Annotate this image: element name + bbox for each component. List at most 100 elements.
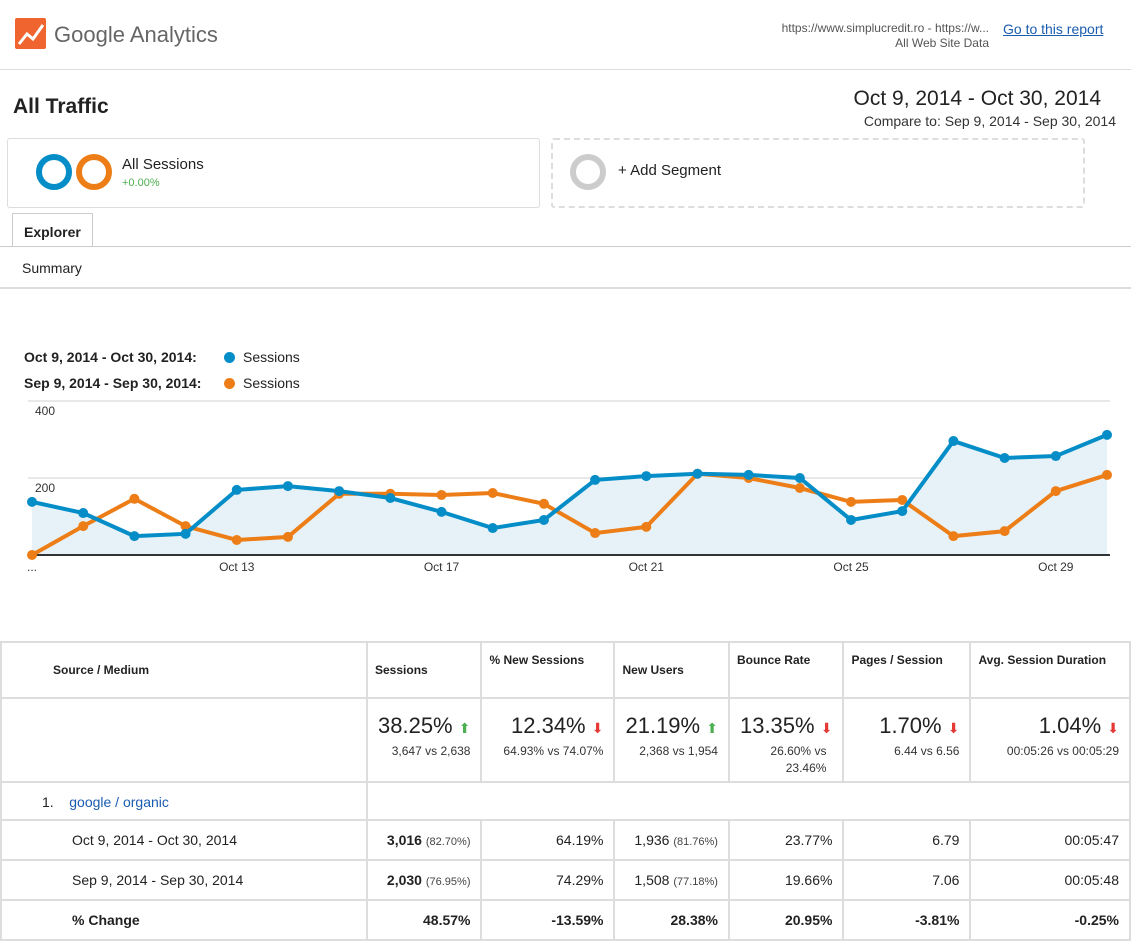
y-tick-label: 400 <box>35 404 55 418</box>
col-source-medium[interactable]: Source / Medium <box>25 641 368 699</box>
group-row: 1. google / organic <box>0 781 1131 821</box>
data-point <box>487 488 498 499</box>
site-url: https://www.simplucredit.ro - https://w.… <box>781 21 989 35</box>
tab-explorer[interactable]: Explorer <box>12 213 93 247</box>
total-detail: 00:05:26 vs 00:05:29 <box>1006 744 1119 758</box>
total-cell: 13.35% ⬇ 26.60% vs 23.46% <box>727 697 845 783</box>
data-point <box>282 531 293 542</box>
data-point <box>129 493 140 504</box>
data-point <box>231 484 242 495</box>
data-point <box>794 483 805 494</box>
cell-sessions: 2,030 (76.95%) <box>365 859 483 901</box>
site-info: https://www.simplucredit.ro - https://w.… <box>782 21 989 51</box>
data-point <box>129 531 140 542</box>
table-row: Oct 9, 2014 - Oct 30, 2014 3,016 (82.70%… <box>0 819 1131 861</box>
arrow-down-icon: ⬇ <box>591 720 604 736</box>
sessions-chart: 400 200... Oct 13 Oct 17 Oct 21 Oct 25 Oct 29 <box>27 400 1112 574</box>
total-detail: 3,647 vs 2,638 <box>391 744 471 758</box>
cell-duration: 00:05:48 <box>969 859 1131 901</box>
cell-bounce: 19.66% <box>727 859 845 901</box>
date-range-picker[interactable]: Oct 9, 2014 - Oct 30, 2014 <box>853 87 1101 110</box>
row-label: % Change <box>25 899 368 941</box>
legend-series: Sessions <box>243 375 300 391</box>
legend-series: Sessions <box>243 349 300 365</box>
segment-all-sessions[interactable]: All Sessions +0.00% <box>7 138 540 208</box>
col-pages-session[interactable]: Pages / Session <box>842 641 972 699</box>
series-line <box>31 433 1108 539</box>
data-point <box>641 471 652 482</box>
x-tick-label: ... <box>27 560 37 574</box>
data-point <box>27 496 37 507</box>
segment-ring-icon <box>36 154 72 190</box>
analytics-logo-icon <box>15 18 46 49</box>
add-segment-button[interactable]: + Add Segment <box>551 138 1085 208</box>
table-header-row: Source / Medium Sessions % New Sessions … <box>0 641 1131 699</box>
tab-summary[interactable]: Summary <box>22 260 82 276</box>
compare-range: Compare to: Sep 9, 2014 - Sep 30, 2014 <box>863 113 1116 129</box>
total-detail: 26.60% vs 23.46% <box>770 744 827 775</box>
data-point <box>999 452 1010 463</box>
empty-segment-icon <box>570 154 606 190</box>
data-point <box>385 493 396 504</box>
group-link[interactable]: google / organic <box>69 794 169 810</box>
data-point <box>846 496 857 507</box>
data-point <box>1102 429 1112 440</box>
data-point <box>334 486 345 497</box>
col-new-users[interactable]: New Users <box>613 641 730 699</box>
total-cell: 38.25% ⬆ 3,647 vs 2,638 <box>365 697 483 783</box>
cell-new-users: 28.38% <box>613 899 730 941</box>
data-point <box>948 531 959 542</box>
x-tick-label: Oct 25 <box>833 560 869 574</box>
x-tick-label: Oct 21 <box>629 560 665 574</box>
cell-new-users: 1,936 (81.76%) <box>613 819 730 861</box>
col-bounce-rate[interactable]: Bounce Rate <box>727 641 845 699</box>
data-point <box>78 521 89 532</box>
x-tick-label: Oct 17 <box>424 560 460 574</box>
data-point <box>692 468 703 479</box>
segment-label: All Sessions <box>122 156 204 173</box>
arrow-down-icon: ⬇ <box>1107 720 1119 736</box>
cell-bounce: 23.77% <box>727 819 845 861</box>
data-point <box>282 481 293 492</box>
data-point <box>180 528 191 539</box>
totals-row: 38.25% ⬆ 3,647 vs 2,638 12.34% ⬇ 64.93% vs … <box>0 697 1131 783</box>
divider <box>0 287 1131 289</box>
total-detail: 2,368 vs 1,954 <box>639 744 718 758</box>
col-avg-duration[interactable]: Avg. Session Duration <box>969 641 1131 699</box>
total-change: 1.70% ⬇ <box>879 713 960 738</box>
arrow-down-icon: ⬇ <box>947 720 960 736</box>
data-point <box>487 523 498 534</box>
header: Google Analytics https://www.simplucredi… <box>0 0 1131 70</box>
cell-duration: 00:05:47 <box>969 819 1131 861</box>
data-point <box>78 508 89 519</box>
total-cell: 21.19% ⬆ 2,368 vs 1,954 <box>613 697 730 783</box>
data-point <box>538 514 549 525</box>
legend-previous: Sep 9, 2014 - Sep 30, 2014: Sessions <box>24 375 300 391</box>
series-line <box>31 471 1108 557</box>
arrow-down-icon: ⬇ <box>820 720 833 736</box>
add-segment-label: + Add Segment <box>618 162 721 179</box>
x-tick-label: Oct 29 <box>1038 560 1074 574</box>
data-point <box>897 494 908 505</box>
cell-bounce: 20.95% <box>727 899 845 941</box>
data-point <box>180 521 191 532</box>
data-point <box>948 436 959 447</box>
go-to-report-link[interactable]: Go to this report <box>1003 21 1104 37</box>
data-point <box>590 528 601 539</box>
site-view: All Web Site Data <box>895 36 989 50</box>
cell-pages: -3.81% <box>842 899 972 941</box>
total-change: 13.35% ⬇ <box>739 713 833 738</box>
cell-duration: -0.25% <box>969 899 1131 941</box>
y-tick-label: 200 <box>35 481 55 495</box>
table-row: Sep 9, 2014 - Sep 30, 2014 2,030 (76.95%… <box>0 859 1131 901</box>
data-point <box>27 550 37 560</box>
col-sessions[interactable]: Sessions <box>365 641 483 699</box>
data-point <box>999 526 1010 537</box>
cell-new-sessions: 64.19% <box>480 819 616 861</box>
col-new-sessions[interactable]: % New Sessions <box>480 641 616 699</box>
group-index: 1. <box>42 794 54 810</box>
data-point <box>590 474 601 485</box>
cell-sessions: 48.57% <box>365 899 483 941</box>
cell-new-sessions: 74.29% <box>480 859 616 901</box>
divider <box>0 246 1131 247</box>
